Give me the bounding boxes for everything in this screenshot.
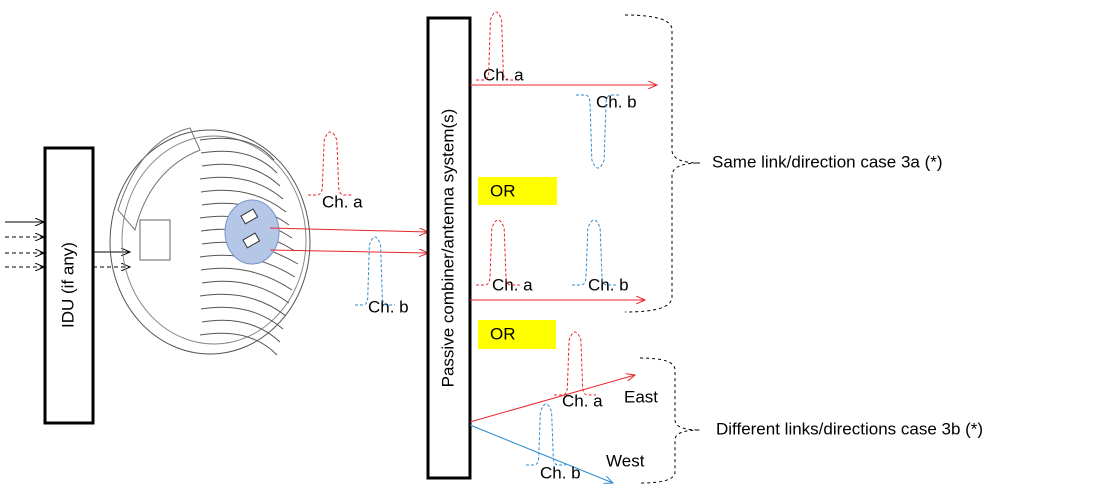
odu-fin (200, 306, 284, 330)
port-slot (240, 208, 259, 225)
or-label: OR (490, 181, 516, 200)
arrow (469, 375, 635, 423)
brace (624, 14, 701, 313)
port-slot (242, 232, 261, 249)
arrow (269, 250, 428, 253)
channel-label: Ch. b (368, 297, 409, 316)
spectrum-pulse (355, 236, 395, 306)
odu-fin (199, 137, 275, 161)
odu-fin (199, 176, 284, 200)
combiner-label: Passive combiner/antenna system(s) (438, 109, 457, 388)
or-label: OR (490, 324, 516, 343)
channel-label: Ch. a (322, 192, 363, 211)
channel-label: Ch. a (562, 391, 603, 410)
combiner-box (426, 16, 472, 480)
idu-label: IDU (if any) (58, 242, 77, 328)
odu-fin (201, 319, 281, 343)
arrow (469, 424, 613, 483)
channel-label: Ch. b (596, 92, 637, 111)
case-label: Different links/directions case 3b (*) (716, 419, 983, 438)
brace (639, 357, 701, 484)
odu-fin (200, 150, 278, 174)
idu-box (43, 146, 95, 425)
direction-label: West (606, 451, 645, 470)
or-box (478, 177, 557, 205)
channel-label: Ch. b (588, 275, 629, 294)
spectrum-pulse (526, 403, 566, 466)
arrow (269, 227, 428, 232)
odu-fin (199, 293, 287, 317)
odu-fin (200, 267, 293, 291)
odu-fin (199, 332, 278, 356)
odu-image (109, 127, 311, 356)
spectrum-pulse (554, 331, 596, 396)
odu-fin (200, 189, 287, 213)
odu-port (224, 199, 280, 265)
case-label: Same link/direction case 3a (*) (712, 152, 943, 171)
spectrum-pulse (576, 94, 620, 169)
odu-fin (201, 280, 290, 304)
odu-fin (201, 163, 281, 187)
channel-label: Ch. b (540, 463, 581, 482)
spectrum-pulse (476, 11, 516, 81)
spectrum-pulse (308, 131, 353, 196)
input-arrows (5, 222, 130, 267)
or-box (478, 320, 556, 349)
direction-label: East (624, 387, 658, 406)
